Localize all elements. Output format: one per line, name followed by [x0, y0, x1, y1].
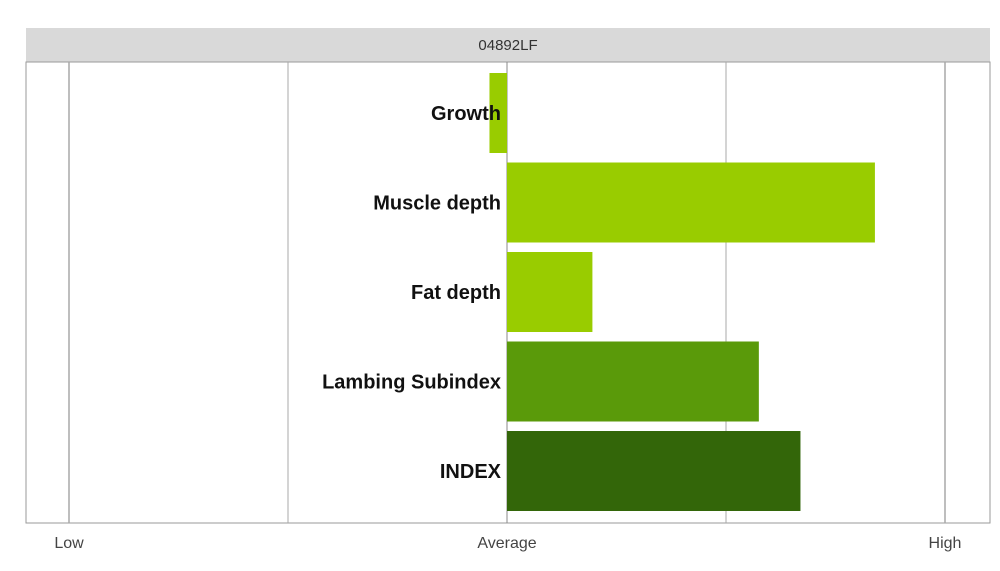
tick-label: High [929, 535, 962, 552]
category-label: Lambing Subindex [322, 372, 501, 394]
category-label: Growth [431, 103, 501, 125]
bar [489, 73, 507, 153]
tick-label: Average [477, 535, 536, 552]
bars [489, 73, 875, 511]
tick-label: Low [54, 535, 84, 552]
x-axis-tick-labels: Low Average High [54, 535, 961, 552]
category-label: Fat depth [411, 282, 501, 304]
chart-title-strip [26, 28, 990, 62]
category-label: INDEX [440, 461, 502, 483]
bar [507, 162, 875, 243]
category-labels: Growth Muscle depth Fat depth Lambing Subin… [322, 103, 502, 483]
bar [507, 341, 759, 422]
category-label: Muscle depth [373, 193, 501, 215]
bar [507, 252, 593, 332]
bar [507, 431, 801, 511]
chart-title: 04892LF [478, 37, 537, 54]
